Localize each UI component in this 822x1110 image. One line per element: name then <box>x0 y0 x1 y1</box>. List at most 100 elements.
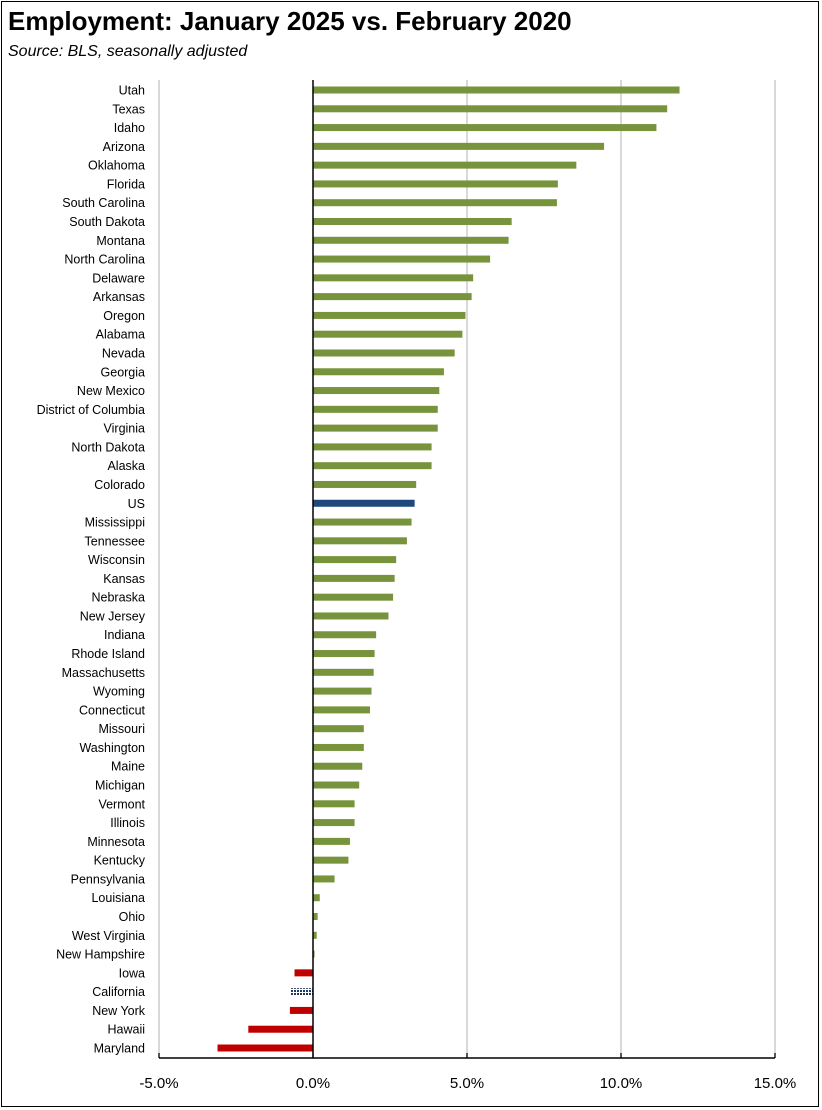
category-label: New Mexico <box>77 384 145 398</box>
bar <box>313 537 407 545</box>
bar <box>313 819 355 827</box>
bar <box>313 668 374 676</box>
bar <box>313 574 395 582</box>
category-label: Florida <box>107 177 145 191</box>
x-tick-label: 5.0% <box>450 1075 484 1092</box>
bar <box>313 631 377 639</box>
bar <box>313 105 668 113</box>
category-label: Oregon <box>103 309 145 323</box>
category-label: California <box>92 985 145 999</box>
bar <box>313 687 372 695</box>
bar <box>313 875 335 883</box>
category-label: Kentucky <box>94 854 146 868</box>
bar <box>313 217 512 225</box>
category-label: Indiana <box>104 628 145 642</box>
bar <box>313 650 375 658</box>
category-label: Michigan <box>95 779 145 793</box>
x-tick-label: 10.0% <box>600 1075 643 1092</box>
bar <box>313 556 397 564</box>
category-label: Kansas <box>103 572 145 586</box>
bar <box>313 86 680 94</box>
category-label: Nevada <box>102 346 145 360</box>
category-label: Colorado <box>94 478 145 492</box>
x-tick-label: 0.0% <box>296 1075 330 1092</box>
bar <box>313 443 432 451</box>
bar <box>313 800 355 808</box>
bar <box>313 330 463 338</box>
bar <box>313 236 509 244</box>
bar <box>313 612 389 620</box>
category-label: Ohio <box>119 910 145 924</box>
bar <box>290 988 313 996</box>
bar <box>313 142 605 150</box>
category-label: New York <box>92 1004 146 1018</box>
x-tick-label: -5.0% <box>139 1075 178 1092</box>
category-label: Connecticut <box>79 703 146 717</box>
bar <box>313 462 432 470</box>
bar <box>313 387 440 395</box>
category-label: Rhode Island <box>71 647 145 661</box>
category-label: Pennsylvania <box>71 872 145 886</box>
category-label: Iowa <box>119 966 145 980</box>
bar <box>313 255 491 263</box>
category-label: Massachusetts <box>62 666 145 680</box>
category-label: New Hampshire <box>56 948 145 962</box>
bar <box>313 311 466 319</box>
bar <box>313 725 364 733</box>
category-label: Maine <box>111 760 145 774</box>
category-labels: Utah Texas Idaho Arizona Oklahoma Florida Sout… <box>37 84 146 1056</box>
bar <box>313 931 317 939</box>
chart-title: Employment: January 2025 vs. February 20… <box>8 6 572 36</box>
bar <box>313 274 474 282</box>
category-label: New Jersey <box>80 609 146 623</box>
category-label: Alaska <box>107 459 145 473</box>
category-label: Wisconsin <box>88 553 145 567</box>
bar <box>313 762 363 770</box>
category-label: North Carolina <box>64 253 145 267</box>
category-label: Missouri <box>98 722 145 736</box>
category-label: Hawaii <box>107 1023 145 1037</box>
bar <box>289 1006 313 1014</box>
category-label: Idaho <box>114 121 145 135</box>
bar <box>313 894 320 902</box>
bar <box>313 743 364 751</box>
bars <box>217 86 680 1052</box>
category-label: Alabama <box>96 328 145 342</box>
chart-subtitle: Source: BLS, seasonally adjusted <box>8 43 248 60</box>
bar <box>313 124 657 132</box>
category-label: Virginia <box>104 422 146 436</box>
category-label: Oklahoma <box>88 159 145 173</box>
bar <box>217 1044 313 1052</box>
category-label: Montana <box>96 234 145 248</box>
bar <box>313 781 360 789</box>
category-label: Georgia <box>101 365 146 379</box>
bar <box>313 950 315 958</box>
category-label: Vermont <box>98 797 145 811</box>
category-label: Louisiana <box>91 891 145 905</box>
category-label: District of Columbia <box>37 403 145 417</box>
bar <box>313 293 472 301</box>
bar <box>313 518 412 526</box>
bar <box>294 969 313 977</box>
bar <box>313 405 438 413</box>
category-label: North Dakota <box>71 440 145 454</box>
bar <box>313 706 370 714</box>
bar <box>313 593 394 601</box>
category-label: Washington <box>79 741 145 755</box>
bar <box>313 199 557 207</box>
bar <box>313 499 415 507</box>
axes: -5.0% 0.0% 5.0% 10.0% 15.0% <box>139 80 796 1092</box>
category-label: Nebraska <box>92 591 146 605</box>
category-label: Mississippi <box>85 516 145 530</box>
category-label: West Virginia <box>72 929 145 943</box>
bar <box>313 368 444 376</box>
bar <box>313 161 577 169</box>
bar <box>313 480 417 488</box>
category-label: Tennessee <box>85 534 146 548</box>
category-label: Utah <box>119 84 145 98</box>
bar <box>313 856 349 864</box>
bar <box>313 180 558 188</box>
category-label: Illinois <box>110 816 145 830</box>
bar <box>313 424 438 432</box>
